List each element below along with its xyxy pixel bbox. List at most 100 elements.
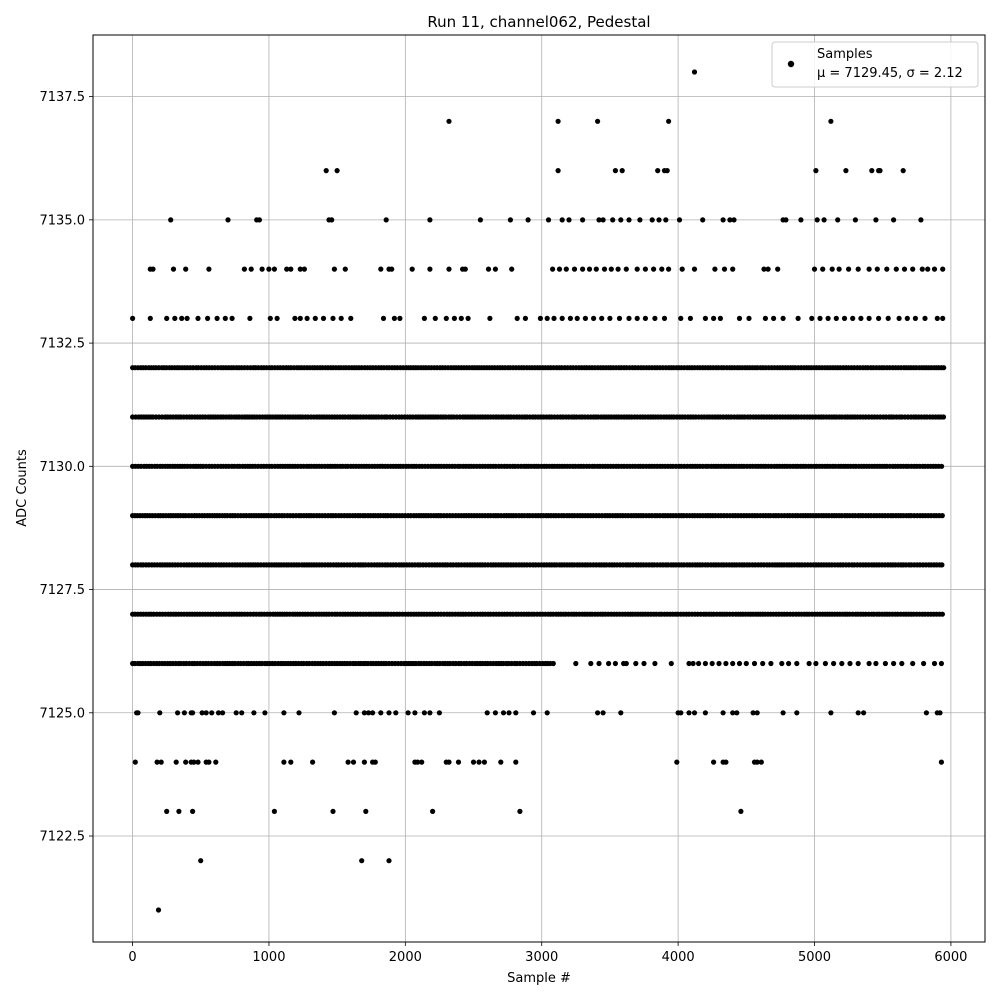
data-point bbox=[421, 315, 427, 321]
data-point bbox=[525, 217, 531, 223]
data-point bbox=[882, 660, 889, 667]
data-point bbox=[884, 266, 890, 272]
data-point bbox=[484, 710, 490, 716]
data-point bbox=[711, 315, 717, 321]
grid-lines bbox=[93, 35, 985, 942]
y-tick-label: 7135.0 bbox=[40, 213, 86, 228]
data-point bbox=[588, 660, 594, 667]
y-tick-label: 7137.5 bbox=[40, 90, 86, 105]
data-point bbox=[691, 266, 698, 272]
data-point bbox=[405, 710, 411, 716]
data-point bbox=[931, 266, 938, 272]
data-point bbox=[593, 266, 599, 272]
data-point bbox=[338, 315, 344, 321]
data-point bbox=[736, 315, 743, 321]
y-tick-label: 7122.5 bbox=[40, 830, 86, 845]
data-point bbox=[600, 710, 606, 716]
data-point bbox=[691, 69, 698, 75]
data-point bbox=[615, 266, 621, 272]
data-point bbox=[130, 315, 136, 321]
data-point bbox=[455, 759, 462, 765]
data-point bbox=[709, 660, 715, 667]
data-point bbox=[874, 266, 880, 272]
data-point bbox=[530, 710, 537, 716]
data-point bbox=[214, 315, 220, 321]
data-point bbox=[183, 759, 189, 765]
data-point bbox=[828, 710, 834, 716]
data-point bbox=[271, 808, 277, 815]
data-point bbox=[663, 217, 669, 223]
data-point bbox=[925, 266, 931, 272]
data-point bbox=[158, 759, 164, 765]
data-point bbox=[873, 660, 879, 667]
data-point bbox=[206, 266, 212, 272]
data-point bbox=[720, 710, 726, 716]
data-point bbox=[135, 710, 141, 716]
data-point bbox=[686, 660, 692, 667]
data-point bbox=[281, 710, 287, 716]
data-point bbox=[361, 710, 367, 716]
data-point bbox=[754, 710, 760, 716]
data-point bbox=[545, 217, 552, 223]
legend: Samples μ = 7129.45, σ = 2.12 bbox=[771, 41, 979, 88]
data-point bbox=[661, 315, 668, 321]
data-point bbox=[391, 315, 397, 321]
data-point bbox=[559, 315, 565, 321]
data-point bbox=[506, 710, 512, 716]
data-point bbox=[891, 217, 897, 223]
data-point bbox=[586, 266, 593, 272]
data-point bbox=[386, 710, 392, 716]
data-point bbox=[372, 759, 378, 765]
data-point bbox=[331, 710, 337, 716]
data-point bbox=[734, 710, 740, 716]
y-tick-label: 7127.5 bbox=[40, 583, 86, 598]
data-point bbox=[866, 660, 872, 667]
data-point bbox=[419, 759, 425, 765]
data-point bbox=[259, 266, 265, 272]
data-point bbox=[190, 710, 196, 716]
data-point bbox=[296, 710, 302, 716]
data-point bbox=[607, 315, 613, 321]
data-point bbox=[817, 315, 823, 321]
data-point bbox=[901, 266, 908, 272]
data-point bbox=[485, 266, 492, 272]
data-point bbox=[498, 759, 504, 765]
data-point bbox=[415, 759, 421, 765]
data-point bbox=[195, 759, 201, 765]
legend-label-stats: μ = 7129.45, σ = 2.12 bbox=[817, 66, 963, 81]
data-point bbox=[626, 315, 632, 321]
data-point bbox=[700, 217, 706, 223]
data-point bbox=[634, 266, 640, 272]
data-point bbox=[833, 315, 839, 321]
data-point bbox=[492, 710, 498, 716]
data-point bbox=[780, 710, 786, 716]
data-point bbox=[825, 315, 831, 321]
data-point bbox=[775, 266, 781, 272]
x-axis-label: Sample # bbox=[507, 971, 571, 986]
x-tick-label: 2000 bbox=[389, 950, 422, 965]
data-point bbox=[359, 858, 365, 864]
data-point bbox=[427, 266, 433, 272]
data-point bbox=[727, 217, 733, 223]
data-point bbox=[500, 710, 507, 716]
data-point bbox=[595, 710, 601, 716]
data-point bbox=[619, 168, 625, 174]
data-point bbox=[811, 266, 818, 272]
data-point bbox=[877, 168, 883, 174]
data-point bbox=[229, 315, 235, 321]
data-point bbox=[730, 266, 736, 272]
data-point bbox=[899, 660, 905, 667]
data-point bbox=[721, 266, 728, 272]
data-point bbox=[370, 710, 376, 716]
data-point bbox=[690, 660, 696, 667]
data-point bbox=[262, 710, 268, 716]
data-point bbox=[446, 118, 452, 124]
data-point bbox=[780, 315, 786, 321]
y-tick-label: 7125.0 bbox=[40, 706, 86, 721]
data-points bbox=[130, 69, 947, 913]
data-point bbox=[798, 217, 804, 223]
data-point bbox=[183, 266, 189, 272]
data-point bbox=[696, 660, 702, 667]
data-point bbox=[470, 759, 477, 765]
